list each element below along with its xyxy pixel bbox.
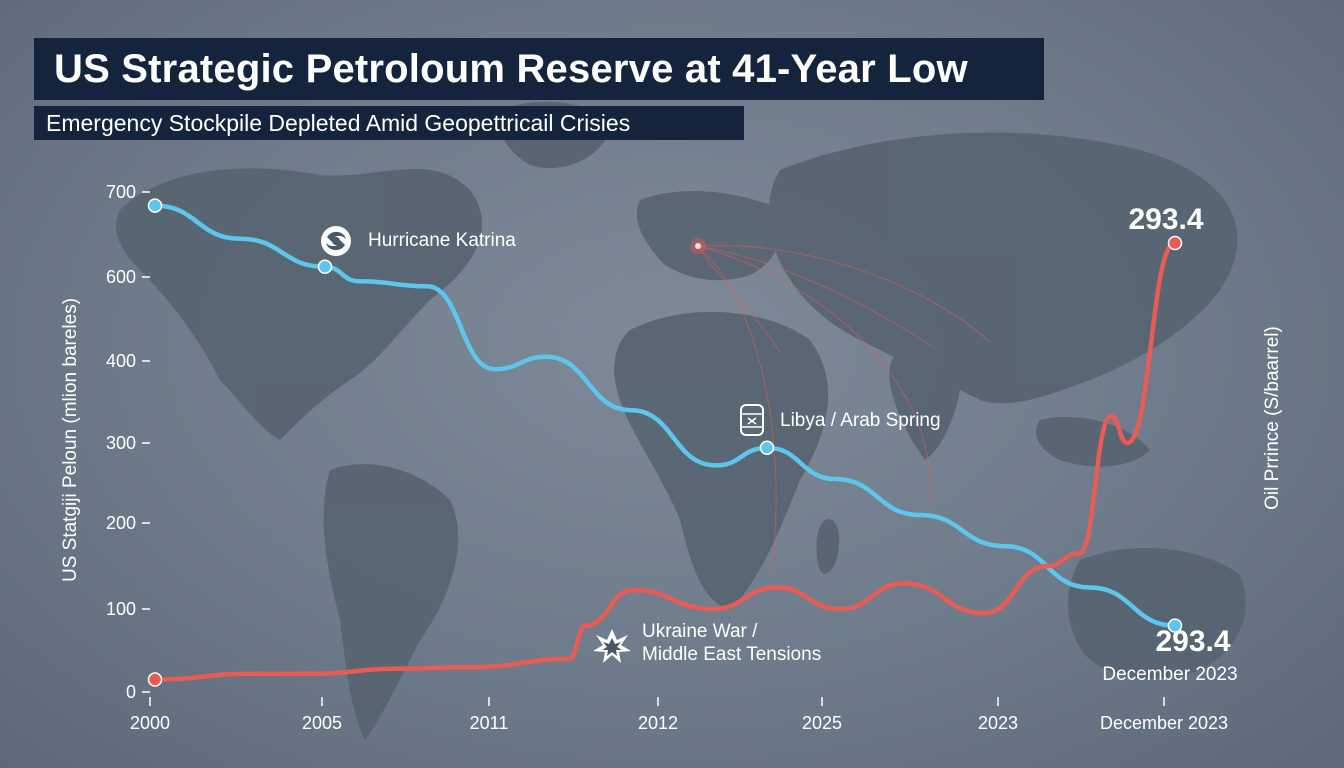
y-tick-label: 0 [126, 682, 136, 702]
europe-land [636, 190, 781, 281]
madagascar-land [816, 519, 840, 574]
price-endpoint-marker [1167, 235, 1183, 251]
asia-land [768, 132, 1238, 404]
price-endpoint-marker [147, 672, 163, 687]
x-tick-label: December 2023 [1100, 713, 1228, 733]
x-tick-label: 2011 [470, 713, 509, 733]
india-land [889, 349, 960, 460]
annotation-label: Hurricane Katrina [368, 230, 516, 251]
reserve-end-date: December 2023 [1102, 664, 1237, 685]
southeast-asia-land [1036, 416, 1150, 467]
subtitle-banner: Emergency Stockpile Depleted Amid Geopet… [34, 106, 744, 140]
annotation-label-line1: Ukraine War / [642, 621, 758, 642]
reserve-event-marker [317, 259, 333, 275]
annotation-ukraine-war: Ukraine War / Middle East Tensions [593, 621, 821, 665]
series-line-reserve [152, 203, 1178, 628]
origin-dot [695, 243, 701, 249]
marker-layer [147, 198, 1183, 687]
reserve-end-value: 293.4 [1155, 625, 1230, 658]
trade-arcs [697, 244, 991, 579]
barrel-icon [740, 404, 764, 436]
annotation-libya-arab-spring: Libya / Arab Spring [740, 404, 941, 436]
north-america-land [116, 168, 483, 440]
hurricane-icon [321, 226, 351, 256]
x-tick-label: 2023 [978, 713, 1018, 733]
annotation-label-line2: Middle East Tensions [642, 644, 821, 665]
y-tick-label: 300 [106, 433, 136, 453]
price-end-value: 293.4 [1128, 203, 1203, 236]
series-line-price [152, 240, 1178, 682]
reserve-event-marker [759, 440, 775, 456]
x-tick-label: 2025 [802, 713, 842, 733]
y-axis-right-title: Oil Prrince (S/baarrel) [1262, 326, 1283, 510]
x-tick-label: 2005 [302, 713, 342, 733]
y-tick-label: 600 [106, 267, 136, 287]
y-axis-ticks: 0 100 200 300 400 600 700 [106, 182, 150, 702]
x-tick-label: 2012 [638, 713, 678, 733]
reserve-endpoint-marker [1167, 618, 1183, 633]
title-banner: US Strategic Petroloum Reserve at 41-Yea… [34, 38, 1044, 100]
y-tick-label: 100 [106, 599, 136, 619]
australia-land [1068, 548, 1246, 679]
series-layer [152, 203, 1178, 682]
annotation-label: Libya / Arab Spring [780, 410, 941, 431]
explosion-icon [593, 629, 631, 663]
x-axis-ticks: 2000 2005 2011 2012 2025 2023 December 2023 [130, 697, 1228, 733]
page-subtitle: Emergency Stockpile Depleted Amid Geopet… [46, 109, 631, 136]
reserve-endpoint-marker [147, 198, 163, 213]
y-tick-label: 700 [106, 182, 136, 202]
y-tick-label: 200 [106, 513, 136, 533]
y-axis-left-title: US Statgiji Peloun (mlion bareles) [60, 298, 81, 582]
annotation-hurricane-katrina: Hurricane Katrina [321, 226, 516, 256]
x-tick-label: 2000 [130, 713, 170, 733]
page-title: US Strategic Petroloum Reserve at 41-Yea… [54, 46, 968, 91]
y-tick-label: 400 [106, 351, 136, 371]
